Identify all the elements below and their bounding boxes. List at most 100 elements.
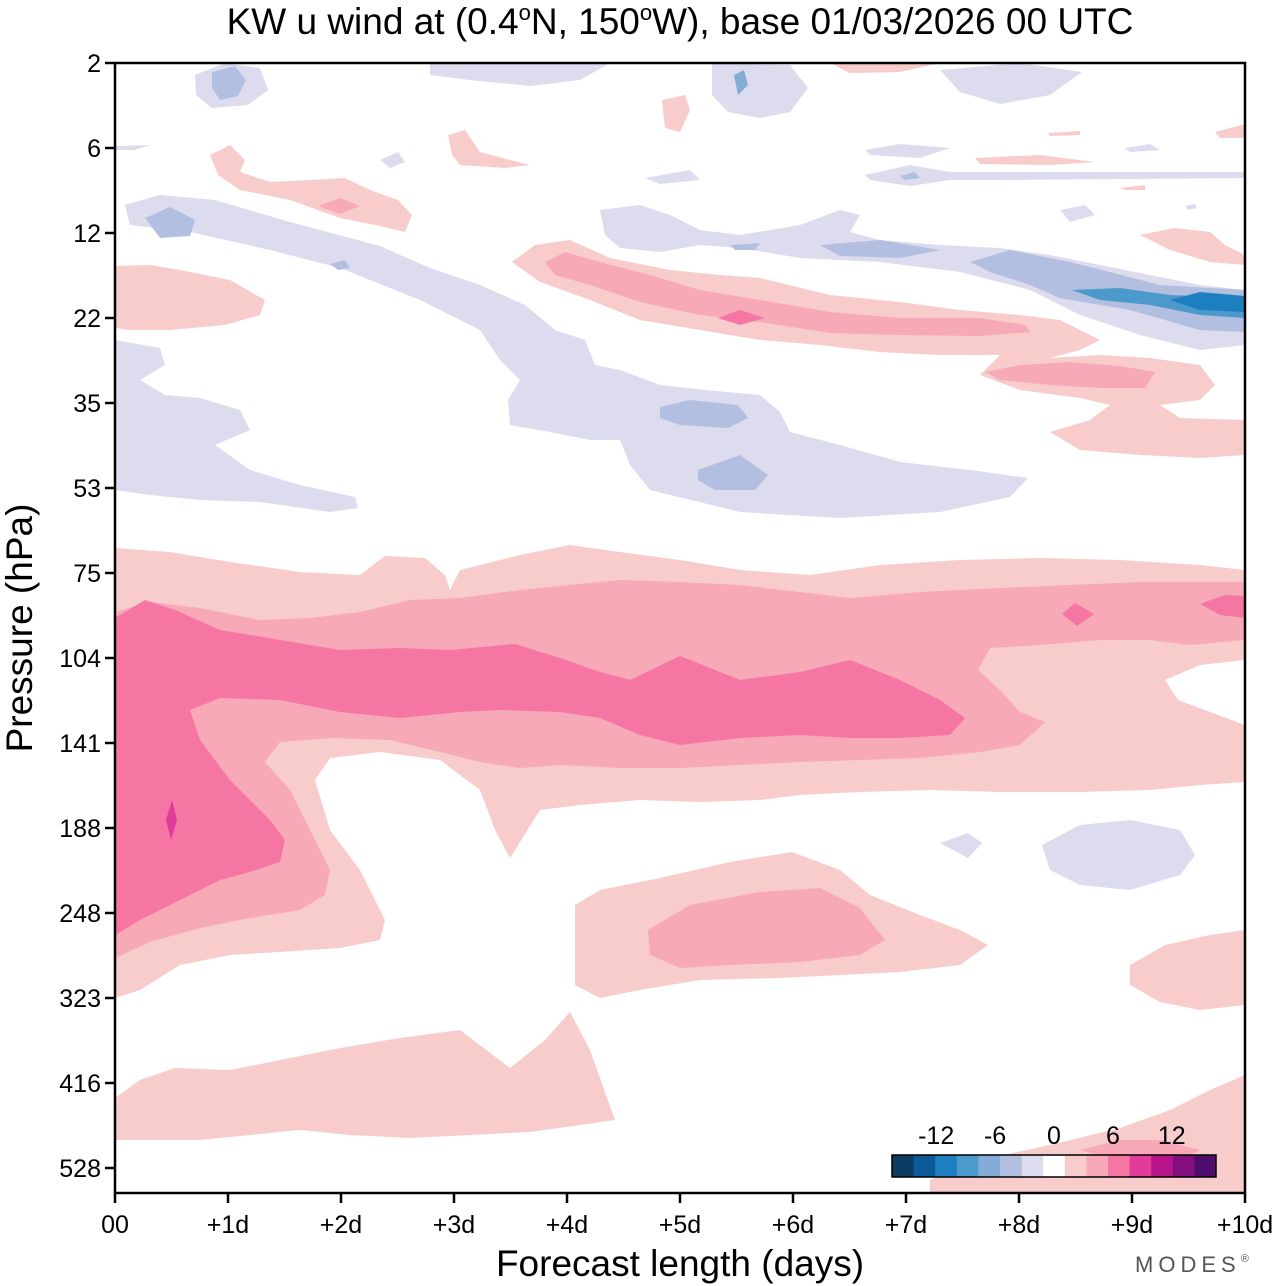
colorbar-swatch — [913, 1155, 936, 1177]
y-axis-ticks: 2 6 12 22 35 53 75 104 141 188 248 323 416 528 — [59, 50, 115, 1183]
x-tick-label: +3d — [433, 1211, 475, 1239]
title-deg2: o — [640, 0, 652, 25]
colorbar-swatch — [935, 1155, 958, 1177]
colorbar: -12 -6 0 6 12 — [891, 1122, 1217, 1178]
contour-neg-3-6hpa — [115, 145, 150, 150]
contour-neg-6-35hpa — [660, 400, 748, 428]
x-tick-label: +1d — [207, 1211, 249, 1239]
x-axis-label: Forecast length (days) — [496, 1243, 864, 1284]
x-tick-label: 00 — [101, 1211, 129, 1239]
contour-neg-6-53hpa — [698, 455, 768, 490]
contour-neg-3-top-mid — [430, 63, 610, 86]
y-tick-label: 35 — [73, 390, 101, 418]
colorbar-swatch — [1172, 1155, 1195, 1177]
contour-pos-9-tropopause-core — [115, 600, 965, 935]
colorbar-swatch — [1129, 1155, 1152, 1177]
y-tick-label: 104 — [59, 645, 101, 673]
title-suffix: W), base 01/03/2026 00 UTC — [652, 1, 1133, 42]
contour-pos-9-right-2 — [1200, 595, 1245, 618]
contour-pos-9-strat-band — [718, 310, 765, 325]
y-tick-label: 2 — [87, 50, 101, 78]
x-axis-ticks: 00 +1d +2d +3d +4d +5d +6d +7d +8d +9d +10d — [101, 1193, 1273, 1239]
colorbar-frame — [891, 1154, 1217, 1178]
y-tick-label: 141 — [59, 730, 101, 758]
x-tick-label: +2d — [320, 1211, 362, 1239]
contour-pos-3-6hpa-right2 — [1048, 131, 1080, 136]
y-axis-label: Pressure (hPa) — [0, 504, 40, 753]
contour-neg-3-6hpa-mid — [645, 170, 700, 184]
contour-pos-6-strat-right — [985, 362, 1155, 388]
colorbar-swatch — [956, 1155, 979, 1177]
x-tick-label: +8d — [998, 1211, 1040, 1239]
contour-neg-3-small-1 — [380, 152, 405, 168]
contour-neg-6-band-upper — [145, 207, 195, 238]
colorbar-swatch — [1108, 1155, 1131, 1177]
contour-neg-3-top-far-right — [940, 63, 1082, 104]
title-deg1: o — [519, 0, 531, 25]
colorbar-swatch — [892, 1155, 915, 1177]
contour-pos-3-top-660 — [662, 95, 690, 132]
contour-neg-3-12hpa-far — [1060, 205, 1095, 222]
y-tick-label: 53 — [73, 475, 101, 503]
colorbar-swatch — [1000, 1155, 1023, 1177]
contour-neg-3-188-right — [1042, 820, 1195, 890]
contour-pos-3-top-2hpa — [830, 63, 940, 73]
title-mid: N, 150 — [531, 1, 640, 42]
title-prefix: KW u wind at (0.4 — [227, 1, 519, 42]
contour-neg-6-12hpa-mid2 — [820, 240, 940, 258]
colorbar-swatch — [978, 1155, 1001, 1177]
y-tick-label: 323 — [59, 985, 101, 1013]
contour-neg-12-12hpa-right — [1170, 292, 1245, 312]
modes-logo-mark: ® — [1241, 1253, 1254, 1265]
contour-pos-12-jet-peak — [166, 800, 177, 840]
contour-pos-3-6hpa-right3 — [1215, 124, 1245, 138]
contour-neg-3-188-mid — [940, 833, 982, 858]
contour-neg-3-band-upper — [125, 195, 1028, 518]
x-tick-label: +7d — [885, 1211, 927, 1239]
contour-neg-6-top-right — [734, 70, 748, 95]
colorbar-swatch — [1021, 1155, 1044, 1177]
contour-neg-3-6hpa-right — [865, 144, 950, 158]
contour-pos-3-6hpa-left — [210, 145, 412, 232]
contour-pos-3-mid-trop-right — [1130, 930, 1245, 1010]
y-tick-label: 6 — [87, 135, 101, 163]
colorbar-tick-label: 12 — [1158, 1122, 1186, 1150]
x-tick-label: +4d — [546, 1211, 588, 1239]
contour-pos-6-6hpa-left — [318, 198, 360, 214]
modes-logo: MODES® — [1135, 1252, 1254, 1277]
plot-area: 2 6 12 22 35 53 75 104 141 188 248 323 416 528 00 +1d +… — [59, 50, 1273, 1239]
colorbar-tick-label: 0 — [1047, 1122, 1061, 1150]
contour-neg-3-top-right — [712, 63, 808, 118]
contour-pos-3-6hpa-right1 — [975, 155, 1095, 165]
y-tick-label: 248 — [59, 900, 101, 928]
y-tick-label: 12 — [73, 220, 101, 248]
contour-neg-3-12hpa-mid — [600, 205, 1245, 350]
contour-pos-6-strat-band — [545, 252, 1030, 336]
colorbar-tick-label: -6 — [984, 1122, 1006, 1150]
contour-pos-3-lower-trop — [115, 1012, 615, 1140]
x-tick-label: +5d — [659, 1211, 701, 1239]
y-tick-label: 416 — [59, 1070, 101, 1098]
colorbar-swatch — [1194, 1155, 1217, 1177]
colorbar-tick-label: -12 — [918, 1122, 954, 1150]
colorbar-swatch — [1086, 1155, 1109, 1177]
contour-neg-6-top-left — [212, 66, 246, 100]
contour-neg-6-12hpa-mid — [730, 243, 760, 250]
contour-pos-3-12hpa-right — [1140, 228, 1245, 265]
colorbar-swatch — [1043, 1155, 1066, 1177]
colorbar-swatch — [1151, 1155, 1174, 1177]
contour-neg-3-left-35 — [115, 340, 358, 512]
x-tick-label: +6d — [772, 1211, 814, 1239]
contour-neg-9-12hpa-right — [1072, 288, 1245, 318]
y-tick-label: 188 — [59, 815, 101, 843]
contour-neg-3-white-hole — [1165, 660, 1245, 725]
contour-pos-3-22hpa-left — [115, 265, 265, 330]
contour-fills — [115, 63, 1245, 1193]
contour-neg-6-6hpa-right — [900, 172, 920, 180]
colorbar-tick-label: 6 — [1106, 1122, 1120, 1150]
colorbar-swatch — [1064, 1155, 1087, 1177]
x-tick-label: +9d — [1111, 1211, 1153, 1239]
x-tick-label: +10d — [1217, 1211, 1273, 1239]
chart-title: KW u wind at (0.4oN, 150oW), base 01/03/… — [227, 0, 1134, 42]
